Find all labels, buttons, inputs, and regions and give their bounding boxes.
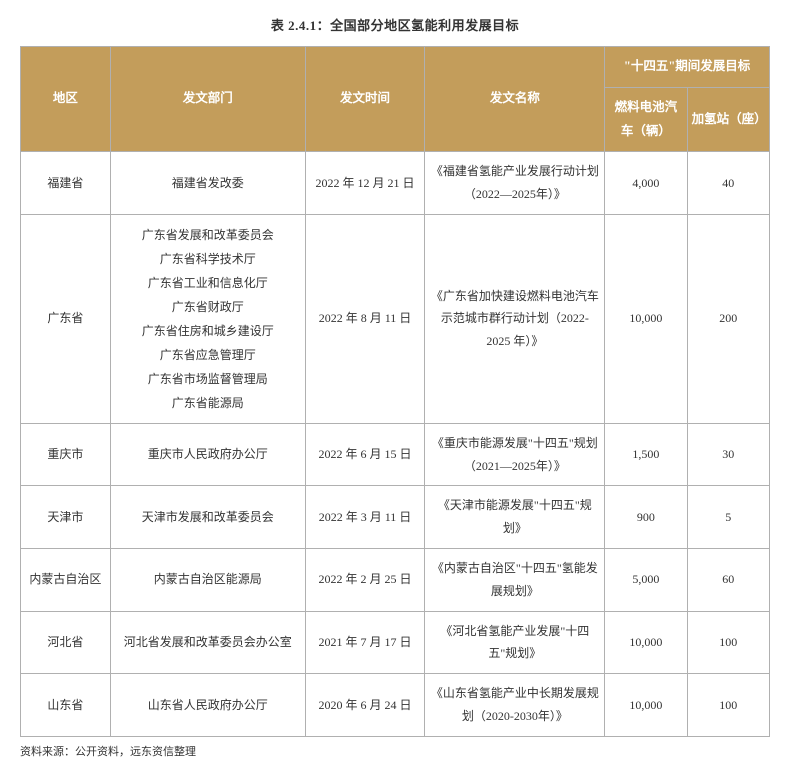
cell-vehicles: 5,000: [605, 549, 687, 612]
cell-department: 福建省发改委: [110, 152, 305, 215]
header-vehicles: 燃料电池汽车（辆）: [605, 87, 687, 152]
cell-department: 河北省发展和改革委员会办公室: [110, 611, 305, 674]
cell-stations: 100: [687, 674, 769, 737]
table-row: 山东省山东省人民政府办公厅2020 年 6 月 24 日《山东省氢能产业中长期发…: [21, 674, 770, 737]
cell-stations: 100: [687, 611, 769, 674]
table-body: 福建省福建省发改委2022 年 12 月 21 日《福建省氢能产业发展行动计划（…: [21, 152, 770, 737]
table-row: 重庆市重庆市人民政府办公厅2022 年 6 月 15 日《重庆市能源发展"十四五…: [21, 423, 770, 486]
header-date: 发文时间: [305, 47, 425, 152]
cell-stations: 60: [687, 549, 769, 612]
table-row: 内蒙古自治区内蒙古自治区能源局2022 年 2 月 25 日《内蒙古自治区"十四…: [21, 549, 770, 612]
table-header: 地区 发文部门 发文时间 发文名称 "十四五"期间发展目标 燃料电池汽车（辆） …: [21, 47, 770, 152]
table-row: 福建省福建省发改委2022 年 12 月 21 日《福建省氢能产业发展行动计划（…: [21, 152, 770, 215]
cell-docname: 《福建省氢能产业发展行动计划（2022—2025年）》: [425, 152, 605, 215]
cell-date: 2022 年 6 月 15 日: [305, 423, 425, 486]
cell-department: 广东省发展和改革委员会广东省科学技术厅广东省工业和信息化厅广东省财政厅广东省住房…: [110, 214, 305, 423]
cell-department: 内蒙古自治区能源局: [110, 549, 305, 612]
cell-stations: 30: [687, 423, 769, 486]
header-docname: 发文名称: [425, 47, 605, 152]
cell-date: 2022 年 3 月 11 日: [305, 486, 425, 549]
cell-vehicles: 10,000: [605, 214, 687, 423]
cell-docname: 《广东省加快建设燃料电池汽车示范城市群行动计划（2022-2025 年）》: [425, 214, 605, 423]
cell-department: 山东省人民政府办公厅: [110, 674, 305, 737]
table-row: 天津市天津市发展和改革委员会2022 年 3 月 11 日《天津市能源发展"十四…: [21, 486, 770, 549]
cell-stations: 200: [687, 214, 769, 423]
header-department: 发文部门: [110, 47, 305, 152]
cell-docname: 《内蒙古自治区"十四五"氢能发展规划》: [425, 549, 605, 612]
cell-docname: 《重庆市能源发展"十四五"规划（2021—2025年）》: [425, 423, 605, 486]
cell-date: 2020 年 6 月 24 日: [305, 674, 425, 737]
cell-stations: 5: [687, 486, 769, 549]
cell-region: 广东省: [21, 214, 111, 423]
cell-vehicles: 900: [605, 486, 687, 549]
header-stations: 加氢站（座）: [687, 87, 769, 152]
cell-region: 天津市: [21, 486, 111, 549]
table-row: 河北省河北省发展和改革委员会办公室2021 年 7 月 17 日《河北省氢能产业…: [21, 611, 770, 674]
cell-stations: 40: [687, 152, 769, 215]
cell-region: 福建省: [21, 152, 111, 215]
cell-vehicles: 10,000: [605, 674, 687, 737]
cell-docname: 《山东省氢能产业中长期发展规划（2020-2030年）》: [425, 674, 605, 737]
cell-docname: 《河北省氢能产业发展"十四五"规划》: [425, 611, 605, 674]
cell-date: 2022 年 12 月 21 日: [305, 152, 425, 215]
cell-region: 河北省: [21, 611, 111, 674]
cell-date: 2022 年 2 月 25 日: [305, 549, 425, 612]
data-table: 地区 发文部门 发文时间 发文名称 "十四五"期间发展目标 燃料电池汽车（辆） …: [20, 46, 770, 737]
cell-date: 2022 年 8 月 11 日: [305, 214, 425, 423]
source-note: 资料来源：公开资料，远东资信整理: [20, 743, 770, 759]
cell-docname: 《天津市能源发展"十四五"规划》: [425, 486, 605, 549]
table-row: 广东省广东省发展和改革委员会广东省科学技术厅广东省工业和信息化厅广东省财政厅广东…: [21, 214, 770, 423]
cell-region: 内蒙古自治区: [21, 549, 111, 612]
cell-vehicles: 10,000: [605, 611, 687, 674]
cell-department: 天津市发展和改革委员会: [110, 486, 305, 549]
cell-region: 山东省: [21, 674, 111, 737]
cell-department: 重庆市人民政府办公厅: [110, 423, 305, 486]
cell-vehicles: 4,000: [605, 152, 687, 215]
header-region: 地区: [21, 47, 111, 152]
table-title: 表 2.4.1：全国部分地区氢能利用发展目标: [20, 15, 770, 34]
cell-vehicles: 1,500: [605, 423, 687, 486]
header-target-group: "十四五"期间发展目标: [605, 47, 770, 88]
cell-region: 重庆市: [21, 423, 111, 486]
cell-date: 2021 年 7 月 17 日: [305, 611, 425, 674]
